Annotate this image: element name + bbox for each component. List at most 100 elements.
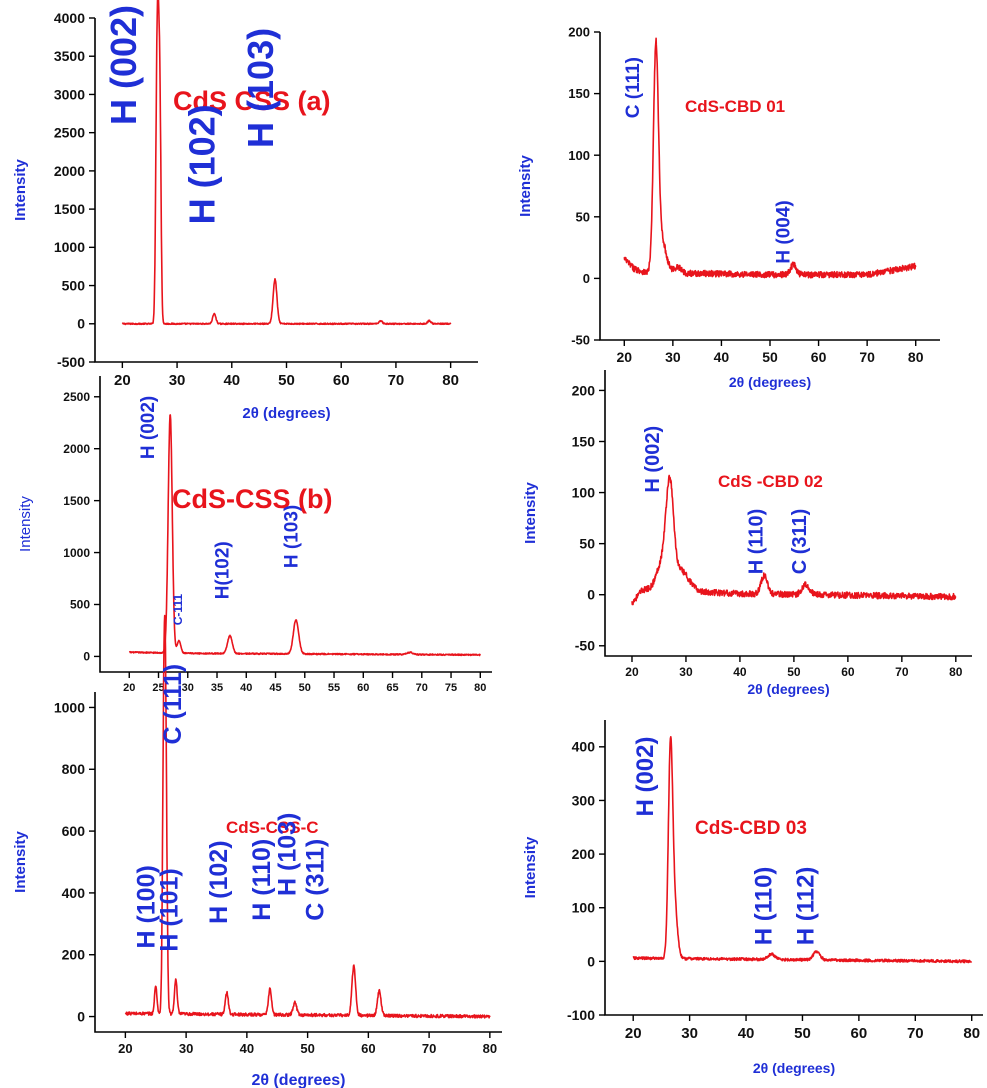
y-axis-label: Intensity bbox=[517, 155, 534, 217]
y-tick-label: 300 bbox=[572, 792, 596, 808]
x-tick-label: 70 bbox=[859, 349, 875, 365]
y-tick-label: -500 bbox=[57, 354, 85, 370]
peak-label: H (102) bbox=[181, 104, 222, 224]
peak-label: C-111 bbox=[171, 594, 185, 626]
y-tick-label: 500 bbox=[62, 277, 86, 293]
x-tick-label: 50 bbox=[299, 682, 311, 694]
y-axis-label: Intensity bbox=[522, 836, 539, 898]
peak-label: H (002) bbox=[103, 5, 144, 125]
x-tick-label: 20 bbox=[616, 349, 632, 365]
y-tick-label: 1000 bbox=[63, 546, 90, 560]
x-axis-label: 2θ (degrees) bbox=[242, 405, 330, 422]
x-tick-label: 60 bbox=[841, 665, 855, 679]
x-tick-label: 70 bbox=[907, 1025, 924, 1042]
x-tick-label: 70 bbox=[388, 372, 405, 389]
y-tick-label: 1500 bbox=[63, 494, 90, 508]
axes-frame bbox=[94, 692, 502, 1033]
peak-label: H (101) bbox=[156, 868, 184, 951]
x-tick-label: 60 bbox=[333, 372, 350, 389]
chart-panel-cbd-01: 20 30 40 50 60 70 80 -50 0 50 100 150 200 Intensity 2θ… bbox=[517, 25, 940, 390]
y-tick-label: 800 bbox=[62, 761, 86, 777]
x-tick-label: 60 bbox=[811, 349, 827, 365]
chart-panel-cbd-02: 20 30 40 50 60 70 80 -50 0 50 100 150 200 Intensity 2θ… bbox=[522, 370, 972, 697]
x-tick-label: 40 bbox=[240, 682, 252, 694]
y-tick-label: 400 bbox=[572, 739, 596, 755]
peak-label: H (102) bbox=[205, 840, 233, 923]
chart-panel-cbd-03: 20 30 40 50 60 70 80 -100 0 100 200 300 400 Intensity… bbox=[522, 720, 983, 1076]
x-tick-label: 20 bbox=[114, 372, 131, 389]
x-tick-label: 50 bbox=[762, 349, 778, 365]
x-tick-label: 70 bbox=[895, 665, 909, 679]
y-tick-label: 150 bbox=[568, 86, 590, 101]
x-axis-label: 2θ (degrees) bbox=[251, 1072, 345, 1088]
x-tick-label: 50 bbox=[300, 1041, 314, 1056]
x-tick-label: 65 bbox=[386, 682, 398, 694]
y-tick-label: 1500 bbox=[54, 201, 85, 217]
y-tick-label: 0 bbox=[77, 316, 85, 332]
chart-title: CdS CSS (a) bbox=[173, 86, 331, 116]
x-tick-label: 40 bbox=[240, 1041, 254, 1056]
y-tick-label: 100 bbox=[572, 484, 596, 500]
x-tick-label: 20 bbox=[625, 665, 639, 679]
y-axis-label: Intensity bbox=[17, 496, 34, 552]
chart-title: CdS-CBD 03 bbox=[695, 818, 807, 839]
x-tick-label: 50 bbox=[278, 372, 295, 389]
x-axis-label: 2θ (degrees) bbox=[747, 681, 829, 697]
peak-label: H (110) bbox=[750, 867, 777, 946]
x-tick-label: 70 bbox=[416, 682, 428, 694]
x-tick-label: 60 bbox=[361, 1041, 375, 1056]
x-tick-label: 60 bbox=[357, 682, 369, 694]
peak-label: H (002) bbox=[632, 737, 659, 817]
x-tick-label: 55 bbox=[328, 682, 340, 694]
x-tick-label: 75 bbox=[445, 682, 457, 694]
y-tick-label: -100 bbox=[567, 1007, 595, 1023]
y-tick-label: 1000 bbox=[54, 239, 85, 255]
x-tick-label: 80 bbox=[949, 665, 963, 679]
y-tick-label: 200 bbox=[62, 947, 86, 963]
y-tick-label: 200 bbox=[572, 846, 596, 862]
peak-label: H (103) bbox=[273, 813, 301, 896]
y-tick-label: 0 bbox=[587, 953, 595, 969]
chart-title: CdS-CSS (b) bbox=[172, 484, 332, 514]
y-tick-label: 200 bbox=[568, 25, 590, 40]
y-tick-label: 500 bbox=[70, 598, 90, 612]
y-tick-label: 2000 bbox=[63, 442, 90, 456]
peak-label: H (002) bbox=[642, 426, 664, 493]
peak-label: H (110) bbox=[248, 839, 276, 921]
x-tick-label: 20 bbox=[625, 1025, 642, 1042]
x-tick-label: 30 bbox=[169, 372, 186, 389]
chart-title: CdS-CSS-C bbox=[226, 818, 319, 837]
y-tick-label: 0 bbox=[583, 271, 590, 286]
x-tick-label: 60 bbox=[851, 1025, 868, 1042]
x-tick-label: 80 bbox=[908, 349, 924, 365]
y-tick-label: 2000 bbox=[54, 163, 85, 179]
chart-title: CdS -CBD 02 bbox=[718, 472, 823, 491]
x-tick-label: 30 bbox=[681, 1025, 698, 1042]
x-tick-label: 25 bbox=[152, 682, 164, 694]
peak-label: H (100) bbox=[133, 865, 161, 948]
peak-label: C (111) bbox=[623, 57, 644, 118]
y-axis-label: Intensity bbox=[12, 159, 29, 221]
x-axis-label: 2θ (degrees) bbox=[729, 374, 811, 390]
y-tick-label: 50 bbox=[576, 209, 590, 224]
x-tick-label: 35 bbox=[211, 682, 223, 694]
x-tick-label: 20 bbox=[123, 682, 135, 694]
peak-label: H (110) bbox=[746, 509, 768, 575]
x-tick-label: 40 bbox=[714, 349, 730, 365]
chart-panel-css-a: 20 30 40 50 60 70 80 -500 0 500 1000 1500 2000 2500 30… bbox=[12, 0, 478, 422]
series-line-cbd-02 bbox=[631, 474, 957, 606]
series-line-cbd-01 bbox=[623, 37, 917, 279]
y-tick-label: 3000 bbox=[54, 86, 85, 102]
x-tick-label: 50 bbox=[794, 1025, 811, 1042]
chart-panel-css-c: 20 30 40 50 60 70 8002004006008001000Intensity… bbox=[12, 614, 502, 1088]
x-tick-label: 80 bbox=[963, 1025, 980, 1042]
axes-frame bbox=[604, 370, 972, 657]
x-tick-label: 80 bbox=[474, 682, 486, 694]
series-line-css-b bbox=[128, 414, 481, 657]
y-tick-label: 200 bbox=[572, 382, 596, 398]
peak-label: H(102) bbox=[213, 541, 234, 599]
y-tick-label: 100 bbox=[568, 148, 590, 163]
x-tick-label: 50 bbox=[787, 665, 801, 679]
y-tick-label: 150 bbox=[572, 433, 596, 449]
x-tick-label: 80 bbox=[483, 1041, 497, 1056]
